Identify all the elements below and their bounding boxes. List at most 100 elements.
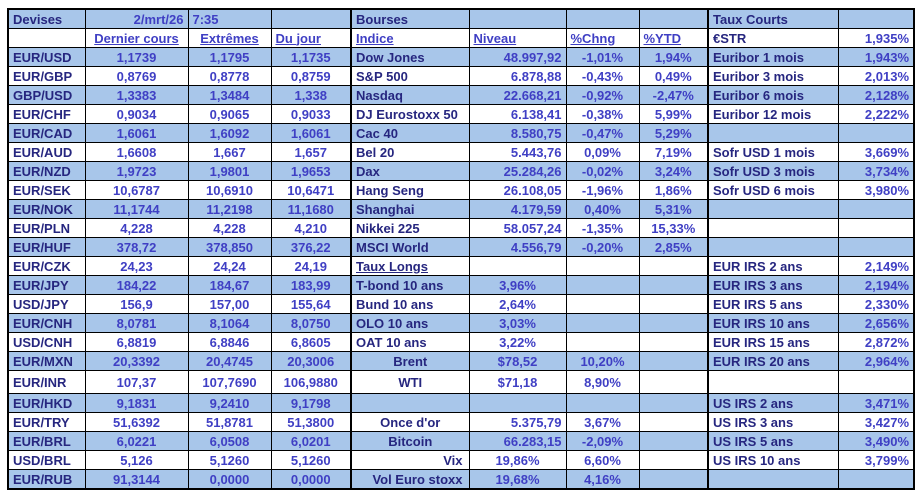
currency-du-jour: 6,0201	[270, 431, 352, 451]
index-pct-chng: -1,01%	[565, 47, 640, 67]
empty-cell	[270, 8, 352, 29]
rate-value: 2,149%	[837, 256, 915, 276]
index-name: DJ Eurostoxx 50	[350, 104, 470, 124]
index-pct-chng: -2,09%	[565, 431, 640, 451]
currency-pair: EUR/NZD	[7, 161, 86, 181]
index-pct-chng: -1,96%	[565, 180, 640, 200]
empty-cell	[638, 313, 709, 333]
rate-value: 2,013%	[837, 66, 915, 86]
rate-name: Sofr USD 6 mois	[707, 180, 839, 200]
taux-longs-section-title: Taux Longs	[350, 256, 470, 276]
rate-value: 2,194%	[837, 275, 915, 295]
rate-name: US IRS 10 ans	[707, 450, 839, 470]
empty-cell	[638, 412, 709, 432]
rate-name: Sofr USD 3 mois	[707, 161, 839, 181]
rate-name: US IRS 2 ans	[707, 393, 839, 413]
currency-extremes: 1,1795	[187, 47, 272, 67]
commodity-name: Brent	[350, 351, 470, 371]
index-name: Vol Euro stoxx	[350, 469, 470, 490]
currency-du-jour: 1,657	[270, 142, 352, 162]
bond-yield: 3,03%	[468, 313, 567, 333]
empty-cell	[837, 218, 915, 238]
devises-section-title: Devises	[7, 8, 86, 29]
index-level: 26.108,05	[468, 180, 567, 200]
currency-last: 8,0781	[84, 313, 189, 333]
currency-pair: USD/JPY	[7, 294, 86, 314]
currency-extremes: 1,6092	[187, 123, 272, 143]
col-header-du-jour: Du jour	[270, 28, 352, 48]
rate-value: 1,943%	[837, 47, 915, 67]
empty-cell	[565, 8, 640, 29]
rate-value: 3,734%	[837, 161, 915, 181]
currency-pair: EUR/CNH	[7, 313, 86, 333]
currency-extremes: 0,9065	[187, 104, 272, 124]
index-pct-chng: -0,43%	[565, 66, 640, 86]
currency-last: 107,37	[84, 370, 189, 394]
currency-last: 91,3144	[84, 469, 189, 490]
currency-last: 20,3392	[84, 351, 189, 371]
index-name: Bund 10 ans	[350, 294, 470, 314]
empty-cell	[638, 8, 709, 29]
currency-extremes: 20,4745	[187, 351, 272, 371]
currency-du-jour: 5,1260	[270, 450, 352, 470]
index-pct-chng: -0,47%	[565, 123, 640, 143]
index-name: Bel 20	[350, 142, 470, 162]
rate-name: EUR IRS 20 ans	[707, 351, 839, 371]
index-name: MSCI World	[350, 237, 470, 257]
rate-name: €STR	[707, 28, 839, 48]
currency-extremes: 0,0000	[187, 469, 272, 490]
index-pct-ytd: 1,86%	[638, 180, 709, 200]
empty-cell	[837, 370, 915, 394]
index-name: Vix	[350, 450, 470, 470]
currency-pair: EUR/USD	[7, 47, 86, 67]
rate-value: 2,656%	[837, 313, 915, 333]
empty-cell	[638, 351, 709, 371]
empty-cell	[707, 469, 839, 490]
report-date: 2/mrt/26	[84, 8, 189, 29]
index-level: 4.556,79	[468, 237, 567, 257]
empty-cell	[565, 332, 640, 352]
index-pct-chng: -0,92%	[565, 85, 640, 105]
index-level: 25.284,26	[468, 161, 567, 181]
index-pct-chng: 10,20%	[565, 351, 640, 371]
index-name: OAT 10 ans	[350, 332, 470, 352]
rate-value: 2,222%	[837, 104, 915, 124]
index-pct-chng: -1,35%	[565, 218, 640, 238]
currency-pair: EUR/SEK	[7, 180, 86, 200]
currency-pair: EUR/CZK	[7, 256, 86, 276]
empty-cell	[638, 370, 709, 394]
index-name: Shanghai	[350, 199, 470, 219]
currency-extremes: 1,3484	[187, 85, 272, 105]
index-pct-chng: 0,09%	[565, 142, 640, 162]
empty-cell	[638, 431, 709, 451]
currency-extremes: 51,8781	[187, 412, 272, 432]
currency-extremes: 10,6910	[187, 180, 272, 200]
currency-pair: EUR/TRY	[7, 412, 86, 432]
currency-last: 4,228	[84, 218, 189, 238]
commodity-name: WTI	[350, 370, 470, 394]
currency-du-jour: 1,338	[270, 85, 352, 105]
index-name: OLO 10 ans	[350, 313, 470, 333]
index-level: 19,68%	[468, 469, 567, 490]
rate-name: EUR IRS 15 ans	[707, 332, 839, 352]
bond-yield: 3,22%	[468, 332, 567, 352]
rate-name: EUR IRS 10 ans	[707, 313, 839, 333]
currency-extremes: 6,8846	[187, 332, 272, 352]
currency-last: 51,6392	[84, 412, 189, 432]
rate-name: Euribor 12 mois	[707, 104, 839, 124]
col-header-indice: Indice	[350, 28, 470, 48]
rate-name: Euribor 3 mois	[707, 66, 839, 86]
index-pct-ytd: 2,85%	[638, 237, 709, 257]
index-level: 5.375,79	[468, 412, 567, 432]
index-name: S&P 500	[350, 66, 470, 86]
index-pct-chng: 4,16%	[565, 469, 640, 490]
currency-du-jour: 10,6471	[270, 180, 352, 200]
currency-last: 6,8819	[84, 332, 189, 352]
rate-value: 2,128%	[837, 85, 915, 105]
empty-cell	[837, 8, 915, 29]
currency-last: 1,3383	[84, 85, 189, 105]
rate-value: 2,330%	[837, 294, 915, 314]
index-pct-ytd: -2,47%	[638, 85, 709, 105]
rate-value: 2,872%	[837, 332, 915, 352]
currency-pair: EUR/CHF	[7, 104, 86, 124]
